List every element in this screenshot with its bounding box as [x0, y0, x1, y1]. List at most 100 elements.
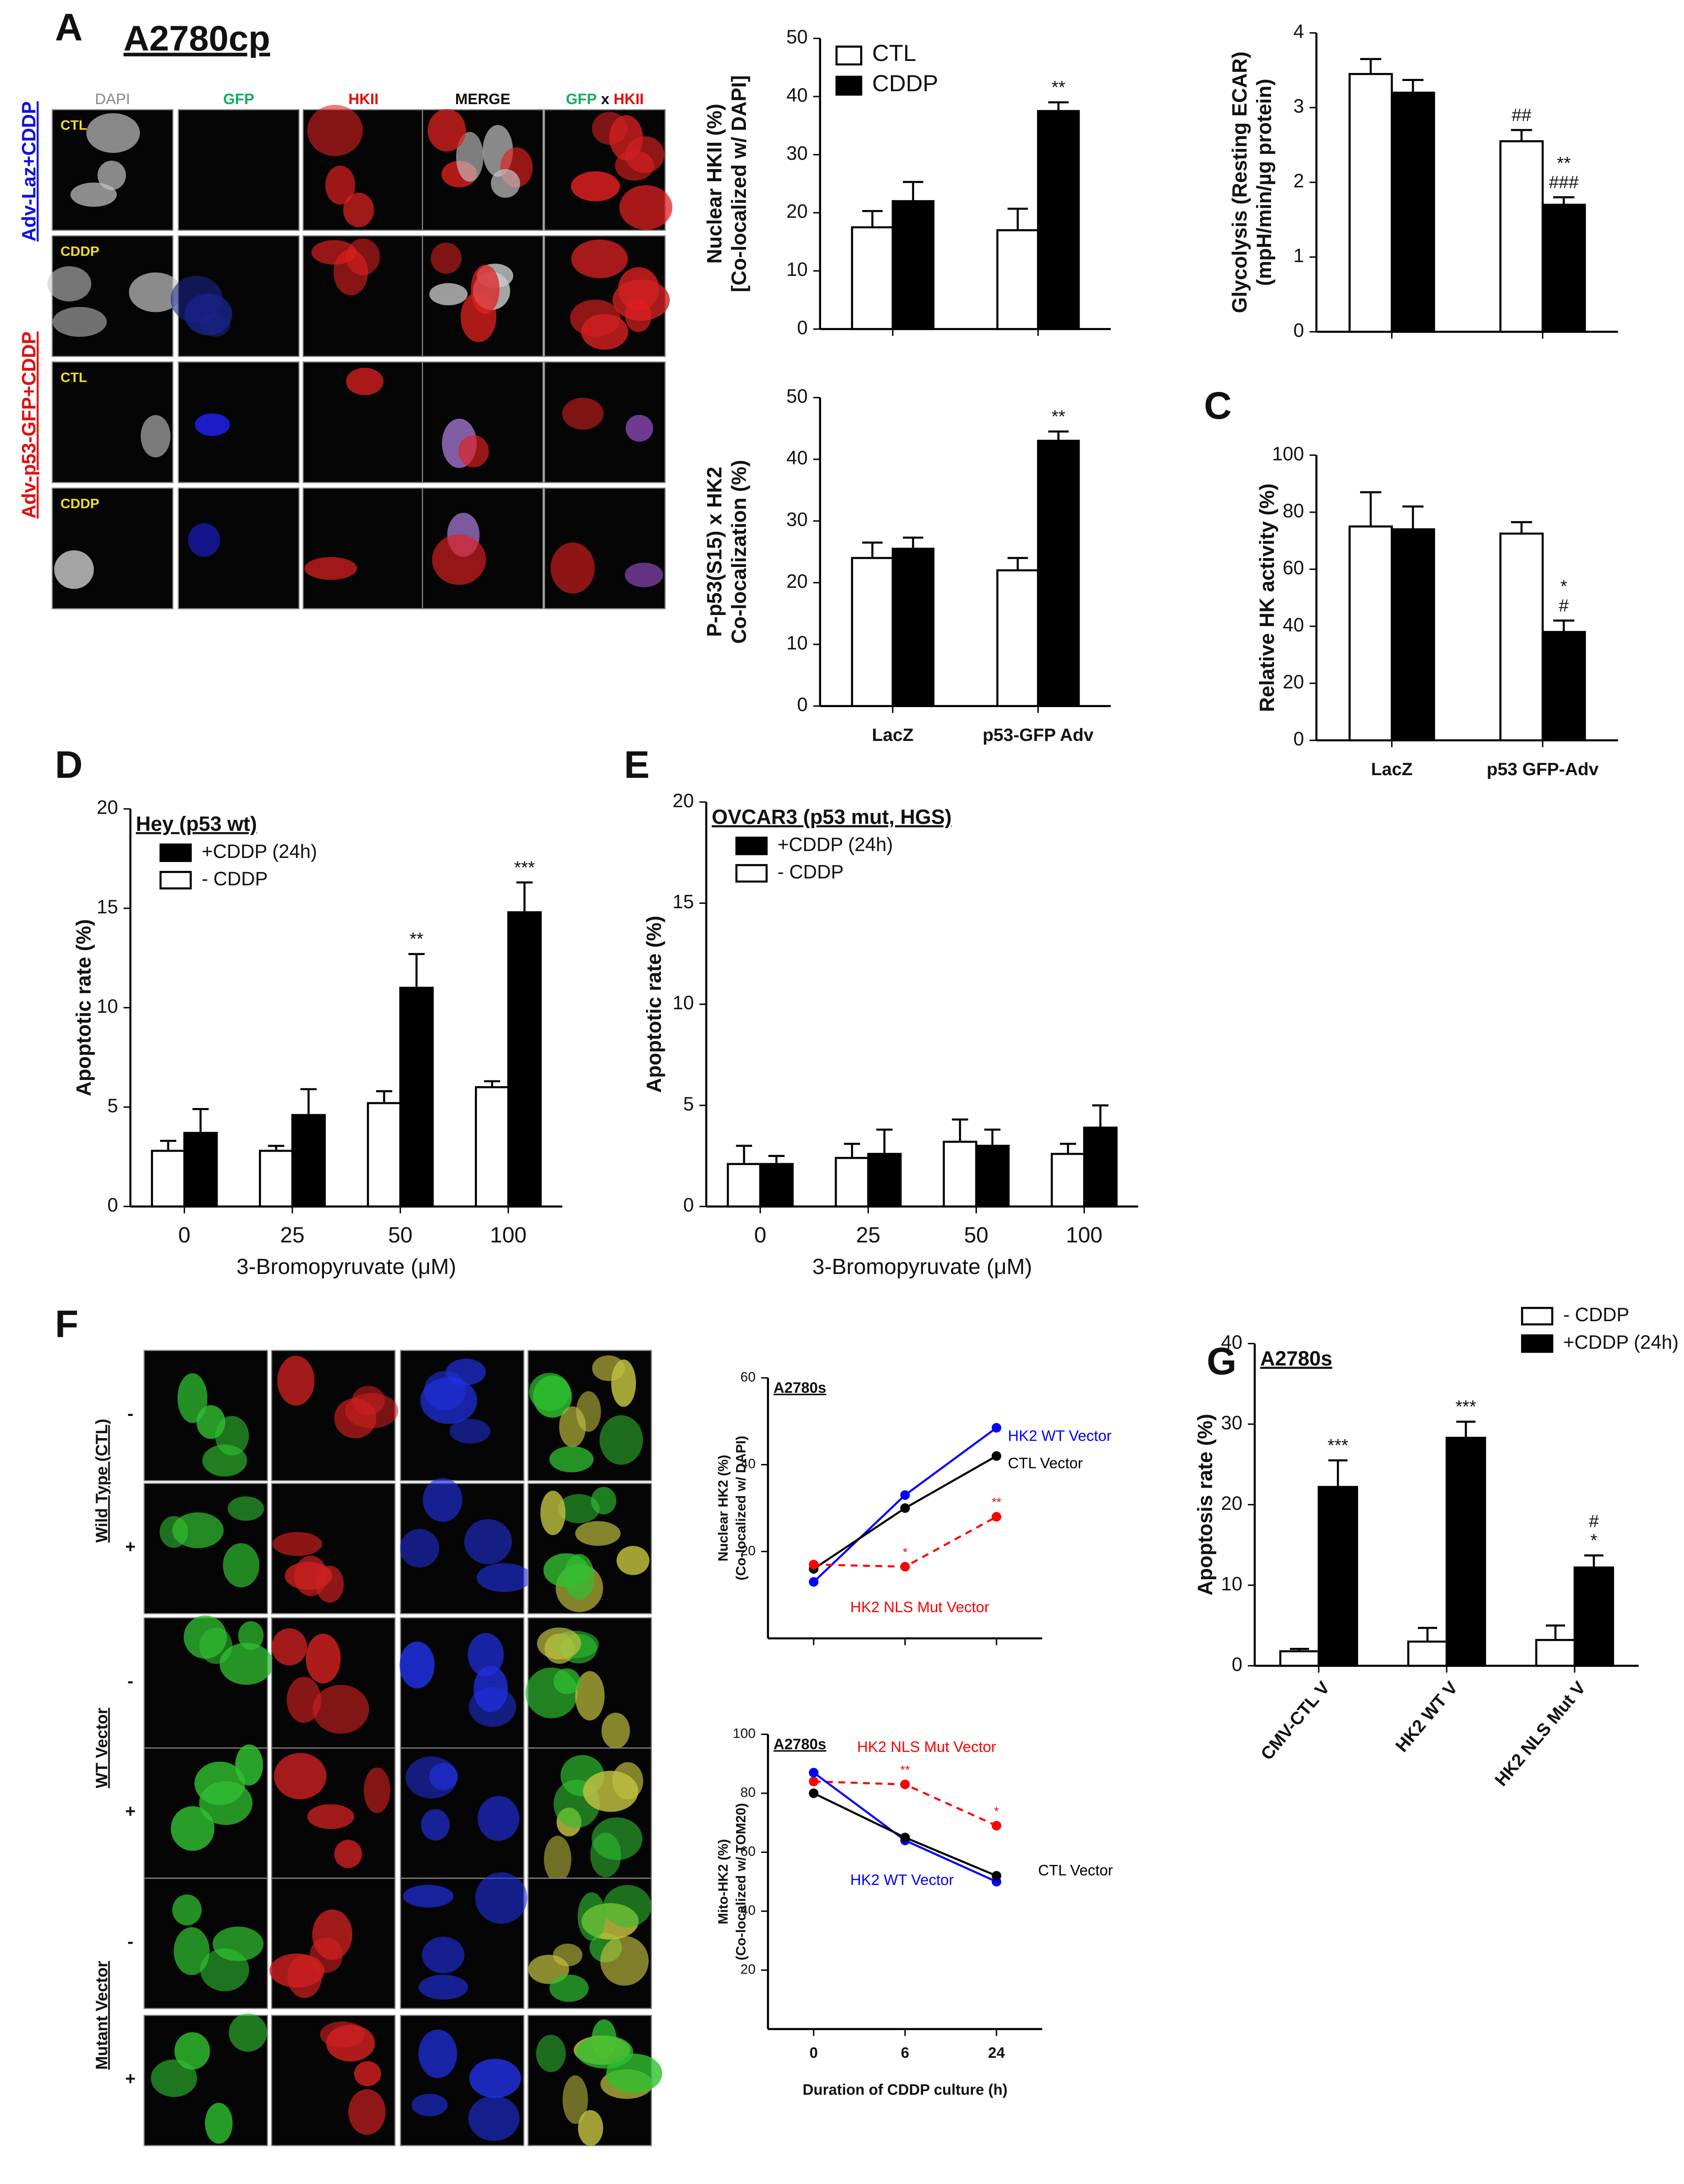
line-point — [992, 1512, 1001, 1522]
bar — [727, 1163, 761, 1208]
line-point — [809, 1788, 819, 1798]
cell-blob — [601, 1712, 630, 1749]
y-axis-label: Mito-HK2 (%) — [715, 1839, 731, 1925]
error-bar — [1007, 557, 1028, 570]
cell-blob — [529, 1373, 571, 1411]
line-point — [992, 1871, 1001, 1881]
group-label: Mutant Vector — [93, 1961, 111, 2070]
error-bar — [1092, 1104, 1109, 1128]
bar — [851, 226, 894, 330]
cell-blob — [603, 1885, 652, 1928]
annotation: ** — [1052, 407, 1065, 427]
error-bar — [1402, 505, 1424, 530]
y-tick-label: 1 — [1293, 245, 1304, 267]
micrograph — [302, 487, 425, 610]
micrograph — [178, 109, 300, 231]
cell-blob — [575, 1521, 621, 1546]
series-label: CTL Vector — [1038, 1862, 1113, 1879]
cell-blob — [590, 1832, 621, 1877]
x-tick-label: LacZ — [872, 725, 913, 745]
cell-blob — [469, 1687, 516, 1727]
cell-blob — [478, 1796, 519, 1841]
y-tick-label: 5 — [683, 1093, 694, 1115]
cell-blob — [624, 562, 663, 587]
cell-blob — [469, 2059, 521, 2098]
y-axis-label: (Co-localized w/ TOM20) — [733, 1803, 749, 1961]
x-tick-label: p53 GFP-Adv — [1487, 760, 1599, 779]
y-tick-label: 100 — [1272, 443, 1304, 465]
legend-label: - CDDP — [202, 868, 268, 890]
cell-blob — [307, 105, 363, 156]
cell-blob — [312, 1909, 352, 1960]
y-tick-label: 10 — [97, 996, 118, 1017]
legend-label: CTL — [872, 40, 916, 66]
row-sign: + — [125, 2069, 135, 2088]
cell-blob — [47, 266, 92, 302]
error-bar — [1360, 58, 1381, 74]
cell-blob — [196, 1405, 226, 1439]
annotation: *** — [1455, 1397, 1476, 1417]
cell-blob — [432, 534, 486, 585]
bar — [1083, 1126, 1118, 1208]
bar — [943, 1141, 977, 1208]
legend-swatch — [735, 837, 768, 855]
cell-blob — [274, 1753, 327, 1800]
line-point — [992, 1821, 1001, 1831]
line-point — [900, 1503, 910, 1513]
x-axis-label: Duration of CDDP culture (h) — [802, 2081, 1007, 2098]
column-header: GFP — [223, 91, 255, 108]
column-header: MERGE — [455, 91, 510, 108]
cell-blob — [86, 113, 140, 153]
error-bar — [862, 210, 883, 227]
y-axis-label: (Co-localized w/ DAPI) — [733, 1436, 749, 1581]
bar — [1573, 1566, 1614, 1667]
y-axis-label: Nuclear HK2 (%) — [715, 1455, 731, 1561]
x-tick-label: LacZ — [1371, 760, 1413, 779]
cell-blob — [70, 182, 117, 207]
y-tick-label: 100 — [733, 1726, 756, 1741]
bar — [1499, 532, 1544, 742]
error-bar — [376, 1090, 393, 1103]
cell-blob — [305, 1634, 341, 1684]
cell-blob — [553, 1668, 581, 1695]
cell-blob — [411, 2094, 448, 2116]
cell-blob — [583, 1771, 639, 1812]
cell-blob — [468, 2095, 520, 2141]
error-bar — [862, 541, 883, 558]
y-tick-label: 0 — [797, 317, 808, 339]
row-sign: - — [127, 1932, 133, 1951]
y-tick-label: 2 — [1293, 170, 1304, 192]
line-point — [900, 1780, 910, 1789]
annotation: # — [1589, 1512, 1599, 1531]
y-axis-label: (mpH/min/µg protein) — [1252, 79, 1275, 286]
series-label: CTL Vector — [1008, 1455, 1083, 1472]
cell-blob — [616, 1545, 650, 1575]
bar — [996, 229, 1039, 330]
error-bar — [1553, 196, 1575, 205]
column-header-part: HKII — [614, 91, 644, 108]
cell-blob — [543, 1553, 589, 1587]
cell-blob — [468, 1633, 504, 1676]
y-tick-label: 80 — [741, 1784, 756, 1800]
legend-swatch — [1521, 1334, 1554, 1353]
cell-blob — [551, 542, 595, 594]
cell-blob — [591, 1487, 616, 1515]
error-bar — [844, 1143, 860, 1158]
annotation: *** — [514, 858, 535, 878]
y-tick-label: 20 — [741, 1962, 756, 1977]
annotation: ** — [900, 1763, 910, 1777]
bar — [1317, 1486, 1358, 1667]
annotation: * — [903, 1545, 907, 1559]
error-bar — [1290, 1648, 1309, 1651]
bar — [834, 1157, 870, 1208]
panel-label: D — [55, 744, 83, 786]
cell-blob — [129, 272, 182, 312]
chart-title: OVCAR3 (p53 mut, HGS) — [712, 805, 951, 829]
bar — [996, 569, 1039, 708]
cell-blob — [424, 1371, 466, 1410]
annotation: ** — [409, 930, 423, 949]
cell-blob — [170, 1806, 215, 1851]
chart-title: Hey (p53 wt) — [136, 812, 257, 835]
cell-blob — [537, 1627, 581, 1660]
